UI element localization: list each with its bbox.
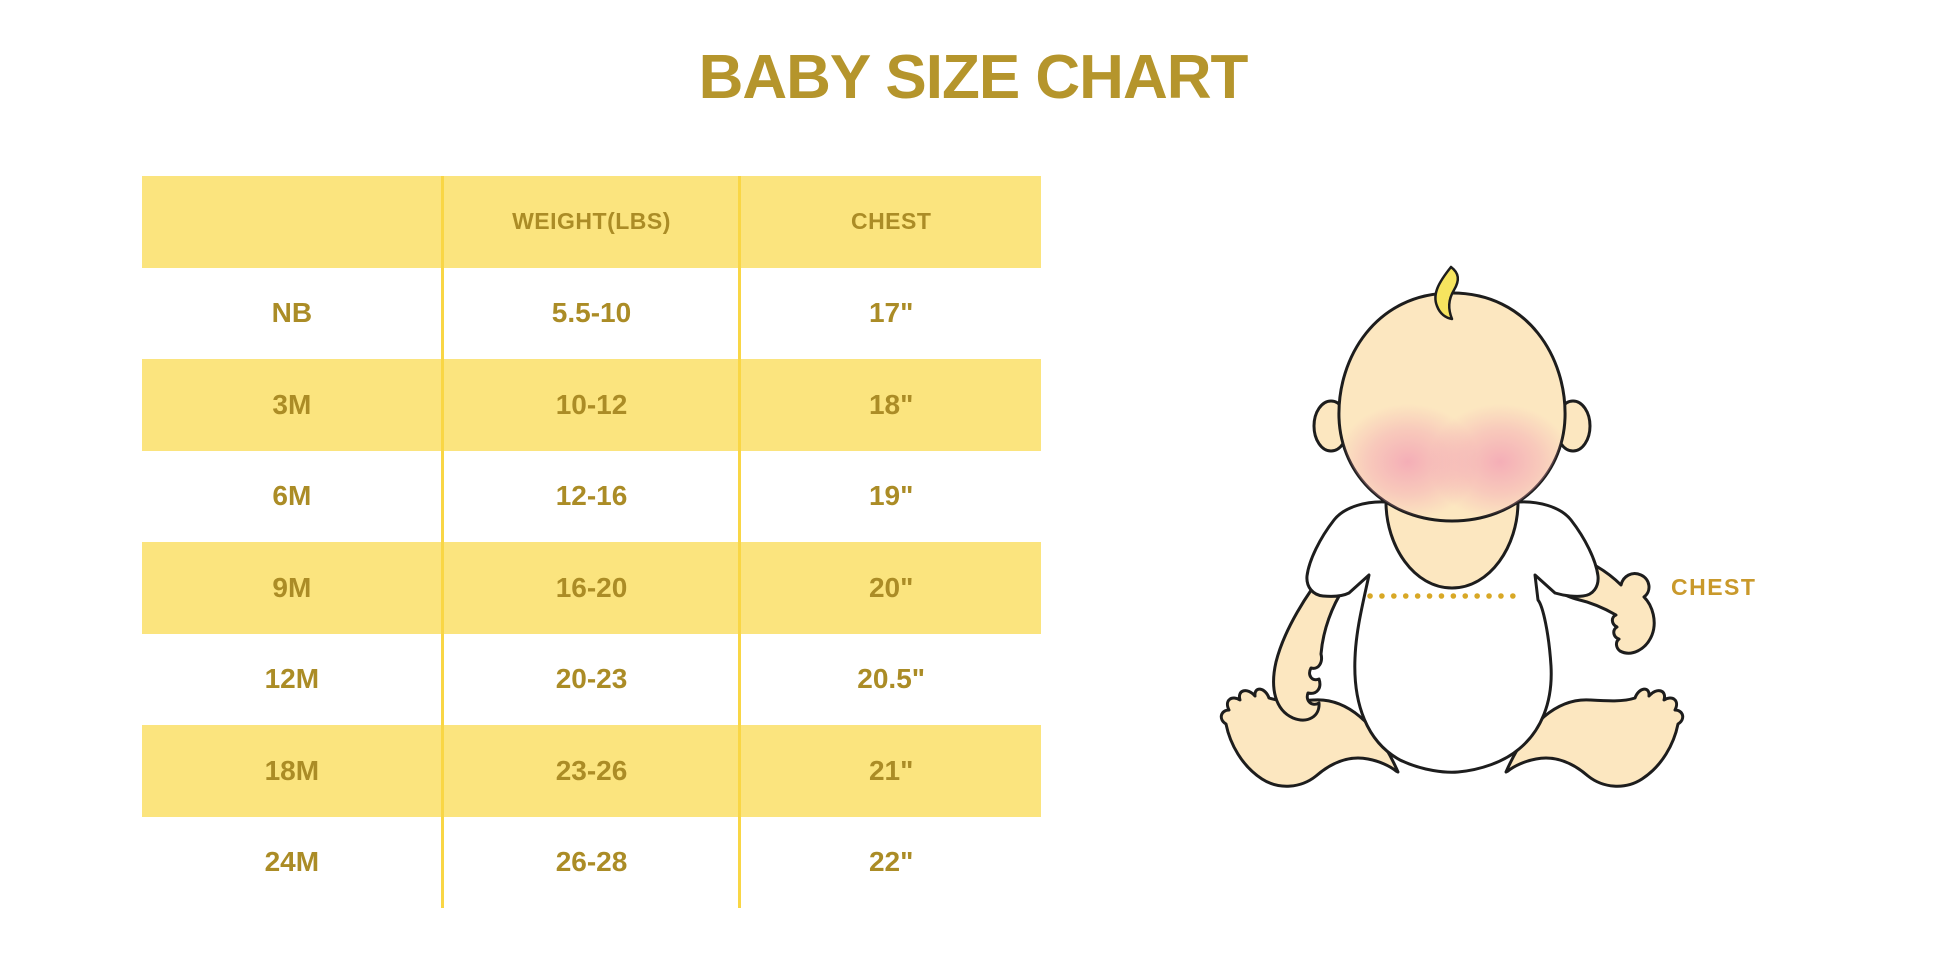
- table-row: 12M 20-23 20.5": [142, 634, 1041, 726]
- cell-weight: 16-20: [555, 571, 628, 603]
- cell-size: 3M: [272, 388, 312, 420]
- table-row: 18M 23-26 21": [142, 725, 1041, 817]
- cell-chest: 18": [868, 388, 914, 420]
- cell-weight: 10-12: [555, 388, 628, 420]
- cell-chest: 17": [868, 297, 914, 329]
- column-divider: [441, 176, 444, 908]
- baby-left-arm: [1272, 566, 1355, 722]
- cell-chest: 19": [868, 480, 914, 512]
- header-cell-weight: WEIGHT(LBS): [512, 208, 671, 235]
- baby-illustration: [1180, 210, 1800, 810]
- cell-weight: 12-16: [555, 480, 628, 512]
- baby-sitting-icon: [1219, 265, 1685, 788]
- table-header-row: WEIGHT(LBS) CHEST: [142, 176, 1041, 268]
- baby-right-leg: [1504, 687, 1685, 788]
- page-title: BABY SIZE CHART: [698, 43, 1249, 112]
- cell-size: 6M: [272, 480, 312, 512]
- cell-weight: 5.5-10: [551, 297, 632, 329]
- cell-size: 24M: [264, 846, 320, 878]
- table-row: 24M 26-28 22": [142, 817, 1041, 909]
- cell-chest: 20": [868, 571, 914, 603]
- cell-chest: 22": [868, 846, 914, 878]
- cell-weight: 20-23: [555, 663, 628, 695]
- cell-size: 9M: [272, 571, 312, 603]
- cell-weight: 26-28: [555, 846, 628, 878]
- table-row: 9M 16-20 20": [142, 542, 1041, 634]
- cell-size: 12M: [264, 663, 320, 695]
- chest-measure-label: CHEST: [1671, 574, 1757, 600]
- cell-chest: 20.5": [857, 663, 926, 695]
- cell-chest: 21": [868, 754, 914, 786]
- cell-weight: 23-26: [555, 754, 628, 786]
- header-cell-chest: CHEST: [850, 208, 932, 235]
- baby-shirt: [1305, 500, 1600, 774]
- table-row: 6M 12-16 19": [142, 451, 1041, 543]
- baby-hair-curl: [1434, 265, 1460, 321]
- size-table: WEIGHT(LBS) CHEST NB 5.5-10 17" 3M 10-12…: [142, 176, 1041, 908]
- cell-size: NB: [271, 297, 313, 329]
- table-row: 3M 10-12 18": [142, 359, 1041, 451]
- column-divider: [738, 176, 741, 908]
- header-cell-size: [142, 176, 442, 268]
- cell-size: 18M: [264, 754, 320, 786]
- table-row: NB 5.5-10 17": [142, 268, 1041, 360]
